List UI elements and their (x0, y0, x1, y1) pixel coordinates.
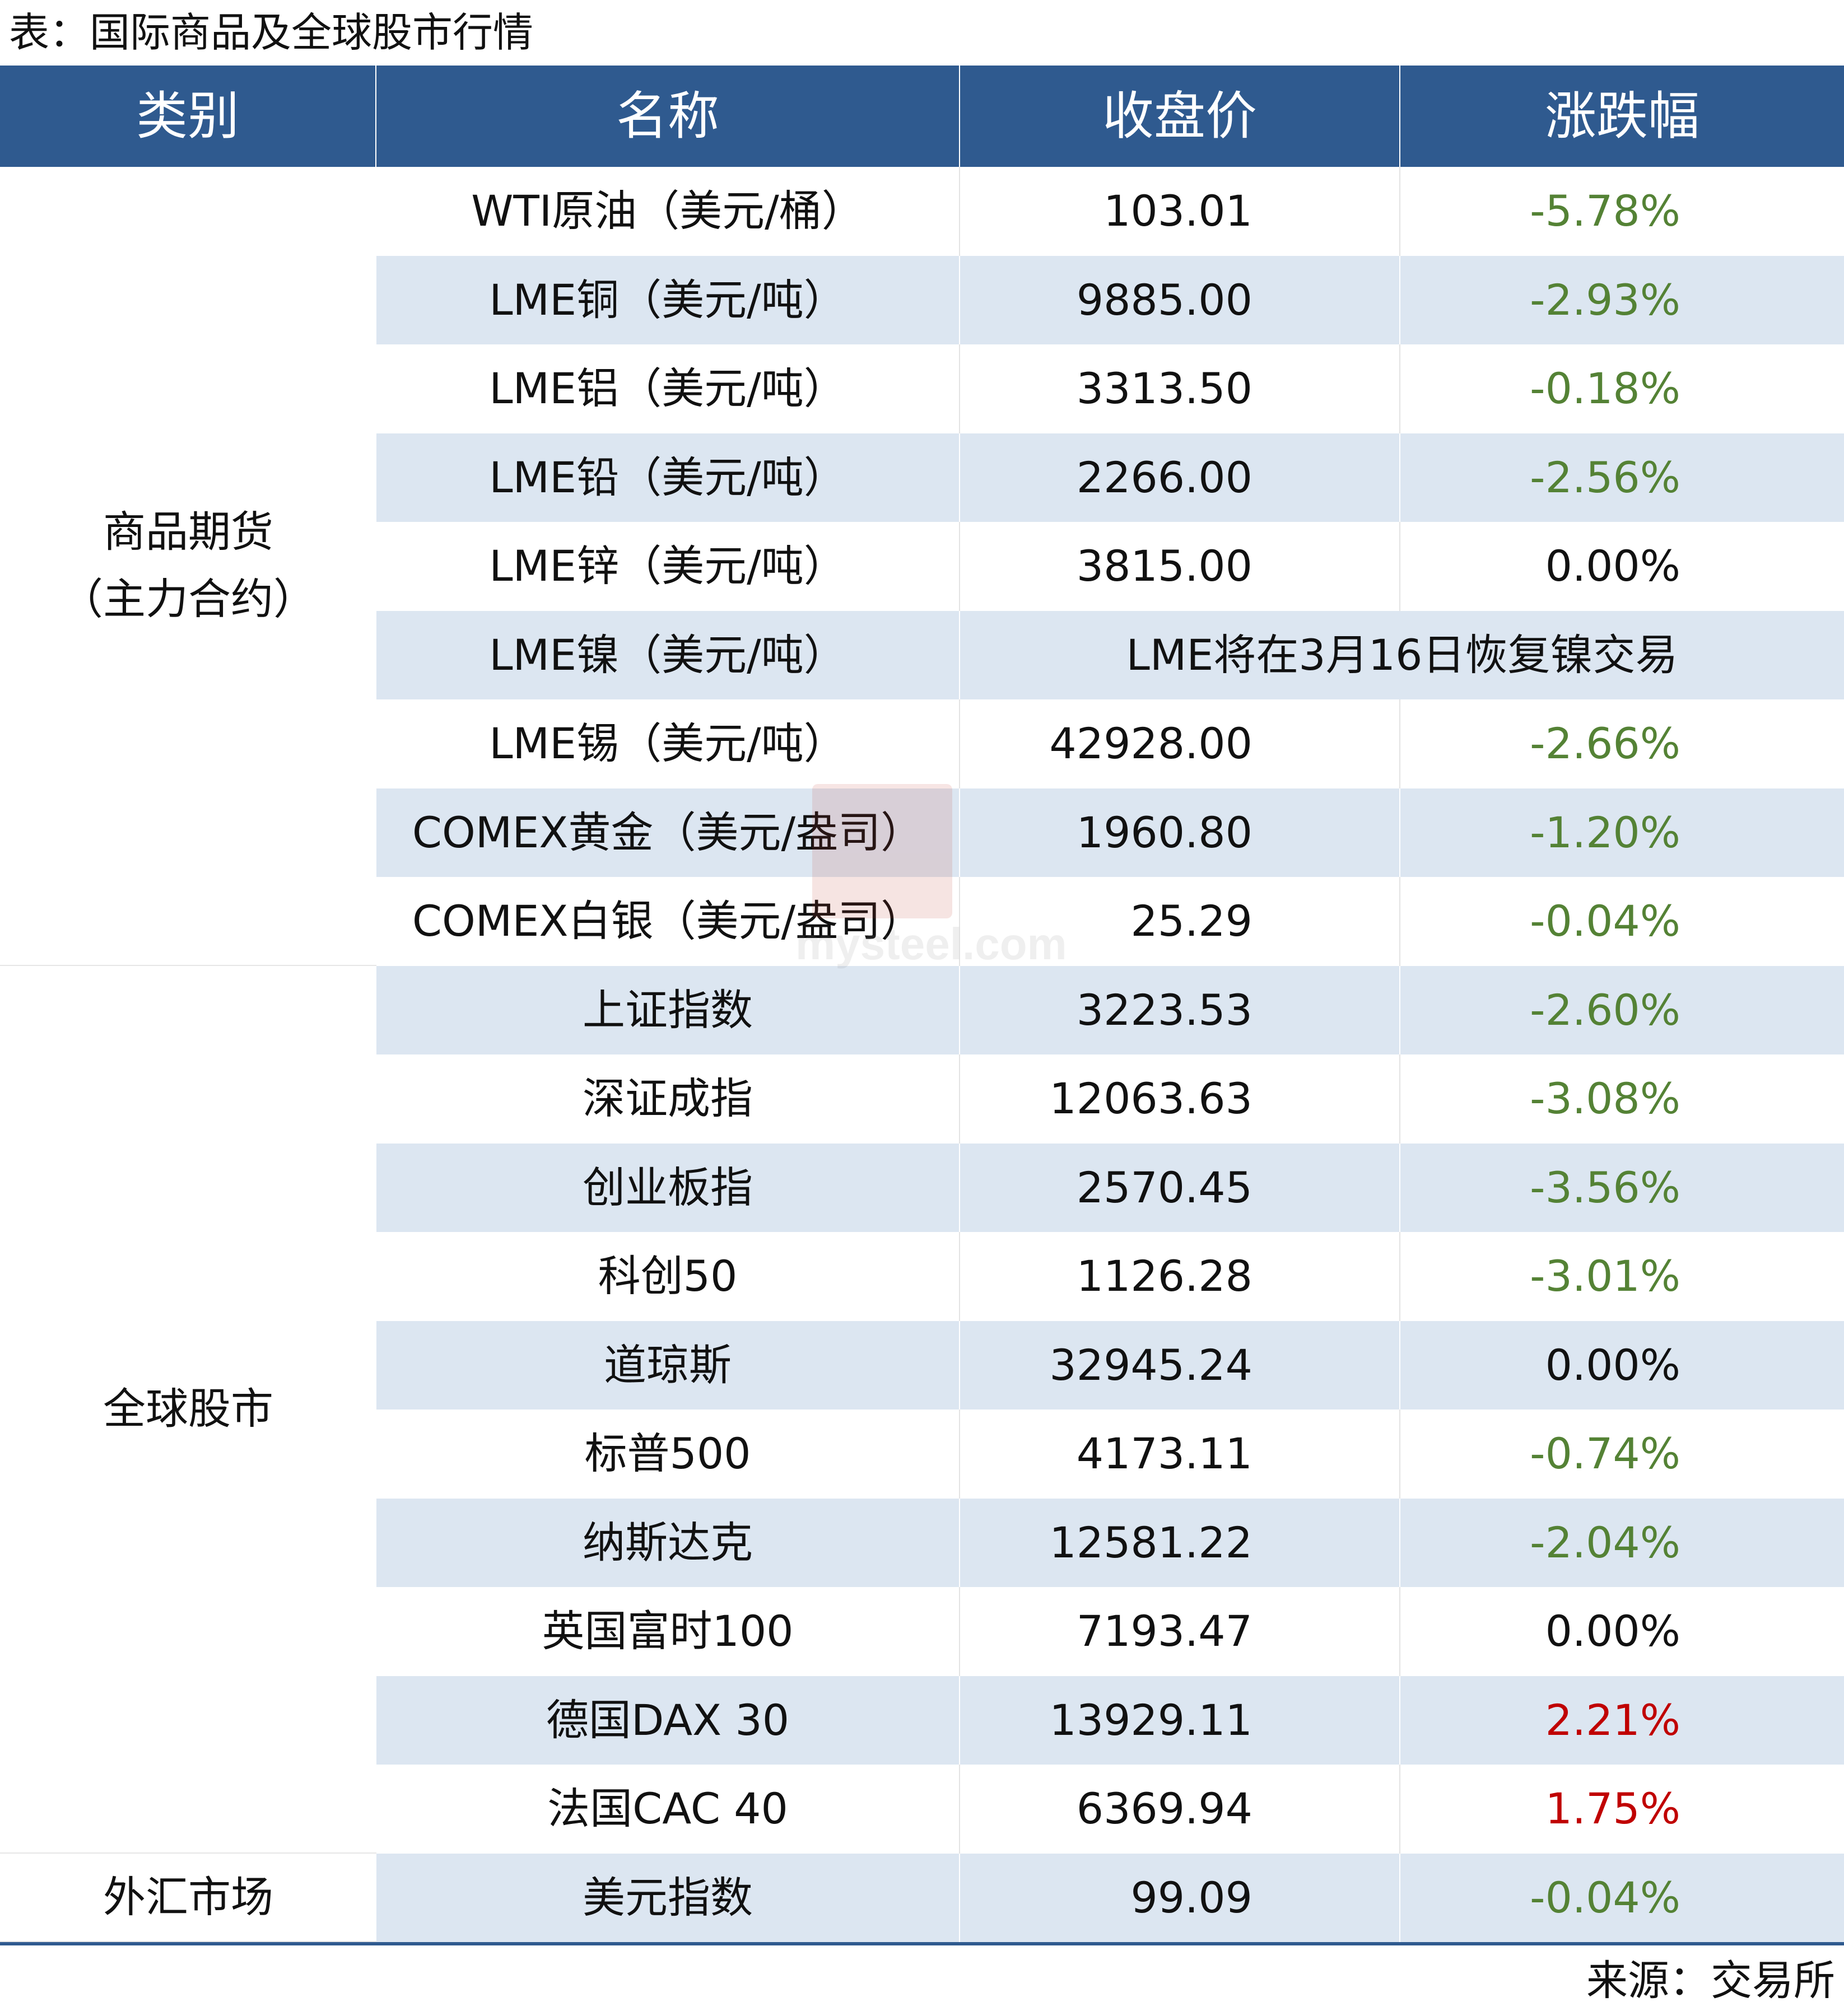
table-header: 类别 名称 收盘价 涨跌幅 (0, 66, 1844, 167)
table-row: 纳斯达克 12581.22 -2.04% (376, 1498, 1844, 1587)
table-row: 道琼斯 32945.24 0.00% (376, 1320, 1844, 1410)
change-percent: -3.01% (1530, 1251, 1680, 1301)
change-percent: -0.74% (1530, 1429, 1680, 1478)
instrument-name: 法国CAC 40 (376, 1765, 960, 1854)
change-percent: -2.60% (1530, 984, 1680, 1035)
close-price: 4173.11 (960, 1410, 1400, 1499)
instrument-name: LME铜（美元/吨） (376, 255, 960, 344)
change-percent: 0.00% (1545, 1606, 1680, 1656)
change-percent: -5.78% (1530, 186, 1680, 236)
change-percent: -1.20% (1530, 807, 1680, 857)
table-row: 法国CAC 40 6369.94 1.75% (376, 1765, 1844, 1854)
instrument-name: LME铅（美元/吨） (376, 433, 960, 522)
change-percent: -3.08% (1530, 1074, 1680, 1123)
table-row: 美元指数 99.09 -0.04% (376, 1853, 1844, 1942)
close-price: 13929.11 (960, 1676, 1400, 1765)
instrument-name: 科创50 (376, 1232, 960, 1321)
change-percent: -0.04% (1530, 1872, 1680, 1922)
close-price: 1126.28 (960, 1232, 1400, 1321)
change-percent: -2.93% (1530, 274, 1680, 325)
close-price: 9885.00 (960, 255, 1400, 344)
row-note: LME将在3月16日恢复镍交易 (1126, 629, 1678, 680)
close-price: 12063.63 (960, 1054, 1400, 1144)
instrument-name: COMEX白银（美元/盎司） (376, 877, 960, 966)
instrument-name: LME镍（美元/吨） (376, 610, 960, 699)
header-change: 涨跌幅 (1544, 86, 1699, 146)
category-cell: 外汇市场 (0, 1853, 376, 1942)
change-percent: 2.21% (1545, 1695, 1680, 1745)
instrument-name: LME铝（美元/吨） (376, 344, 960, 433)
instrument-name: 创业板指 (376, 1143, 960, 1232)
change-percent: 0.00% (1545, 541, 1680, 591)
table-row: LME锡（美元/吨） 42928.00 -2.66% (376, 699, 1844, 788)
close-price: 25.29 (960, 877, 1400, 966)
table-row: 创业板指 2570.45 -3.56% (376, 1143, 1844, 1232)
close-price: 6369.94 (960, 1765, 1400, 1854)
close-price: 2266.00 (960, 433, 1400, 522)
instrument-name: 上证指数 (376, 965, 960, 1054)
table-row: COMEX黄金（美元/盎司） 1960.80 -1.20% (376, 788, 1844, 877)
table-row: 深证成指 12063.63 -3.08% (376, 1054, 1844, 1144)
instrument-name: LME锡（美元/吨） (376, 699, 960, 788)
table-row: 上证指数 3223.53 -2.60% (376, 965, 1844, 1054)
table-row: 德国DAX 30 13929.11 2.21% (376, 1676, 1844, 1765)
table-row: LME铜（美元/吨） 9885.00 -2.93% (376, 255, 1844, 344)
close-price: 32945.24 (960, 1320, 1400, 1410)
close-price: 103.01 (960, 167, 1400, 256)
close-price: 1960.80 (960, 788, 1400, 877)
change-percent: -3.56% (1530, 1162, 1680, 1212)
close-price: 7193.47 (960, 1587, 1400, 1676)
instrument-name: 标普500 (376, 1410, 960, 1499)
header-name: 名称 (376, 66, 960, 167)
change-percent: -2.66% (1530, 718, 1680, 768)
close-price: 3815.00 (960, 522, 1400, 611)
table-title: 表：国际商品及全球股市行情 (9, 9, 534, 56)
table-row: LME铅（美元/吨） 2266.00 -2.56% (376, 433, 1844, 522)
close-price: 3223.53 (960, 965, 1400, 1054)
change-percent: 0.00% (1545, 1340, 1680, 1390)
change-percent: 1.75% (1545, 1784, 1680, 1833)
instrument-name: 深证成指 (376, 1054, 960, 1144)
instrument-name: COMEX黄金（美元/盎司） (376, 788, 960, 877)
close-price: 99.09 (960, 1853, 1400, 1942)
instrument-name: WTI原油（美元/桶） (376, 167, 960, 256)
close-price: 42928.00 (960, 699, 1400, 788)
table-row: LME锌（美元/吨） 3815.00 0.00% (376, 522, 1844, 611)
table-row: WTI原油（美元/桶） 103.01 -5.78% (376, 167, 1844, 256)
table-row: 英国富时100 7193.47 0.00% (376, 1587, 1844, 1676)
close-price: 12581.22 (960, 1498, 1400, 1587)
source-note: 来源：交易所 (1586, 1957, 1835, 2005)
table-row: 标普500 4173.11 -0.74% (376, 1410, 1844, 1499)
change-percent: -2.56% (1530, 452, 1680, 502)
instrument-name: 美元指数 (376, 1853, 960, 1942)
category-cell: 商品期货 （主力合约） (0, 167, 376, 966)
table-row: 科创50 1126.28 -3.01% (376, 1232, 1844, 1321)
table-row: COMEX白银（美元/盎司） 25.29 -0.04% (376, 877, 1844, 966)
table-bottom-rule (0, 1942, 1844, 1945)
table-body: 商品期货 （主力合约） 全球股市 外汇市场 WTI原油（美元/桶） 103.01 -5.7… (0, 167, 1844, 1942)
table-row: LME镍（美元/吨） LME将在3月16日恢复镍交易 (376, 610, 1844, 699)
instrument-name: 道琼斯 (376, 1320, 960, 1410)
header-category: 类别 (0, 66, 376, 167)
category-cell: 全球股市 (0, 965, 376, 1854)
instrument-name: LME锌（美元/吨） (376, 522, 960, 611)
change-percent: -0.04% (1530, 896, 1680, 946)
header-close: 收盘价 (960, 66, 1400, 167)
instrument-name: 纳斯达克 (376, 1498, 960, 1587)
close-price: 2570.45 (960, 1143, 1400, 1232)
instrument-name: 德国DAX 30 (376, 1676, 960, 1765)
close-price: 3313.50 (960, 344, 1400, 433)
change-percent: -2.04% (1530, 1517, 1680, 1567)
table-row: LME铝（美元/吨） 3313.50 -0.18% (376, 344, 1844, 433)
instrument-name: 英国富时100 (376, 1587, 960, 1676)
change-percent: -0.18% (1530, 363, 1680, 413)
